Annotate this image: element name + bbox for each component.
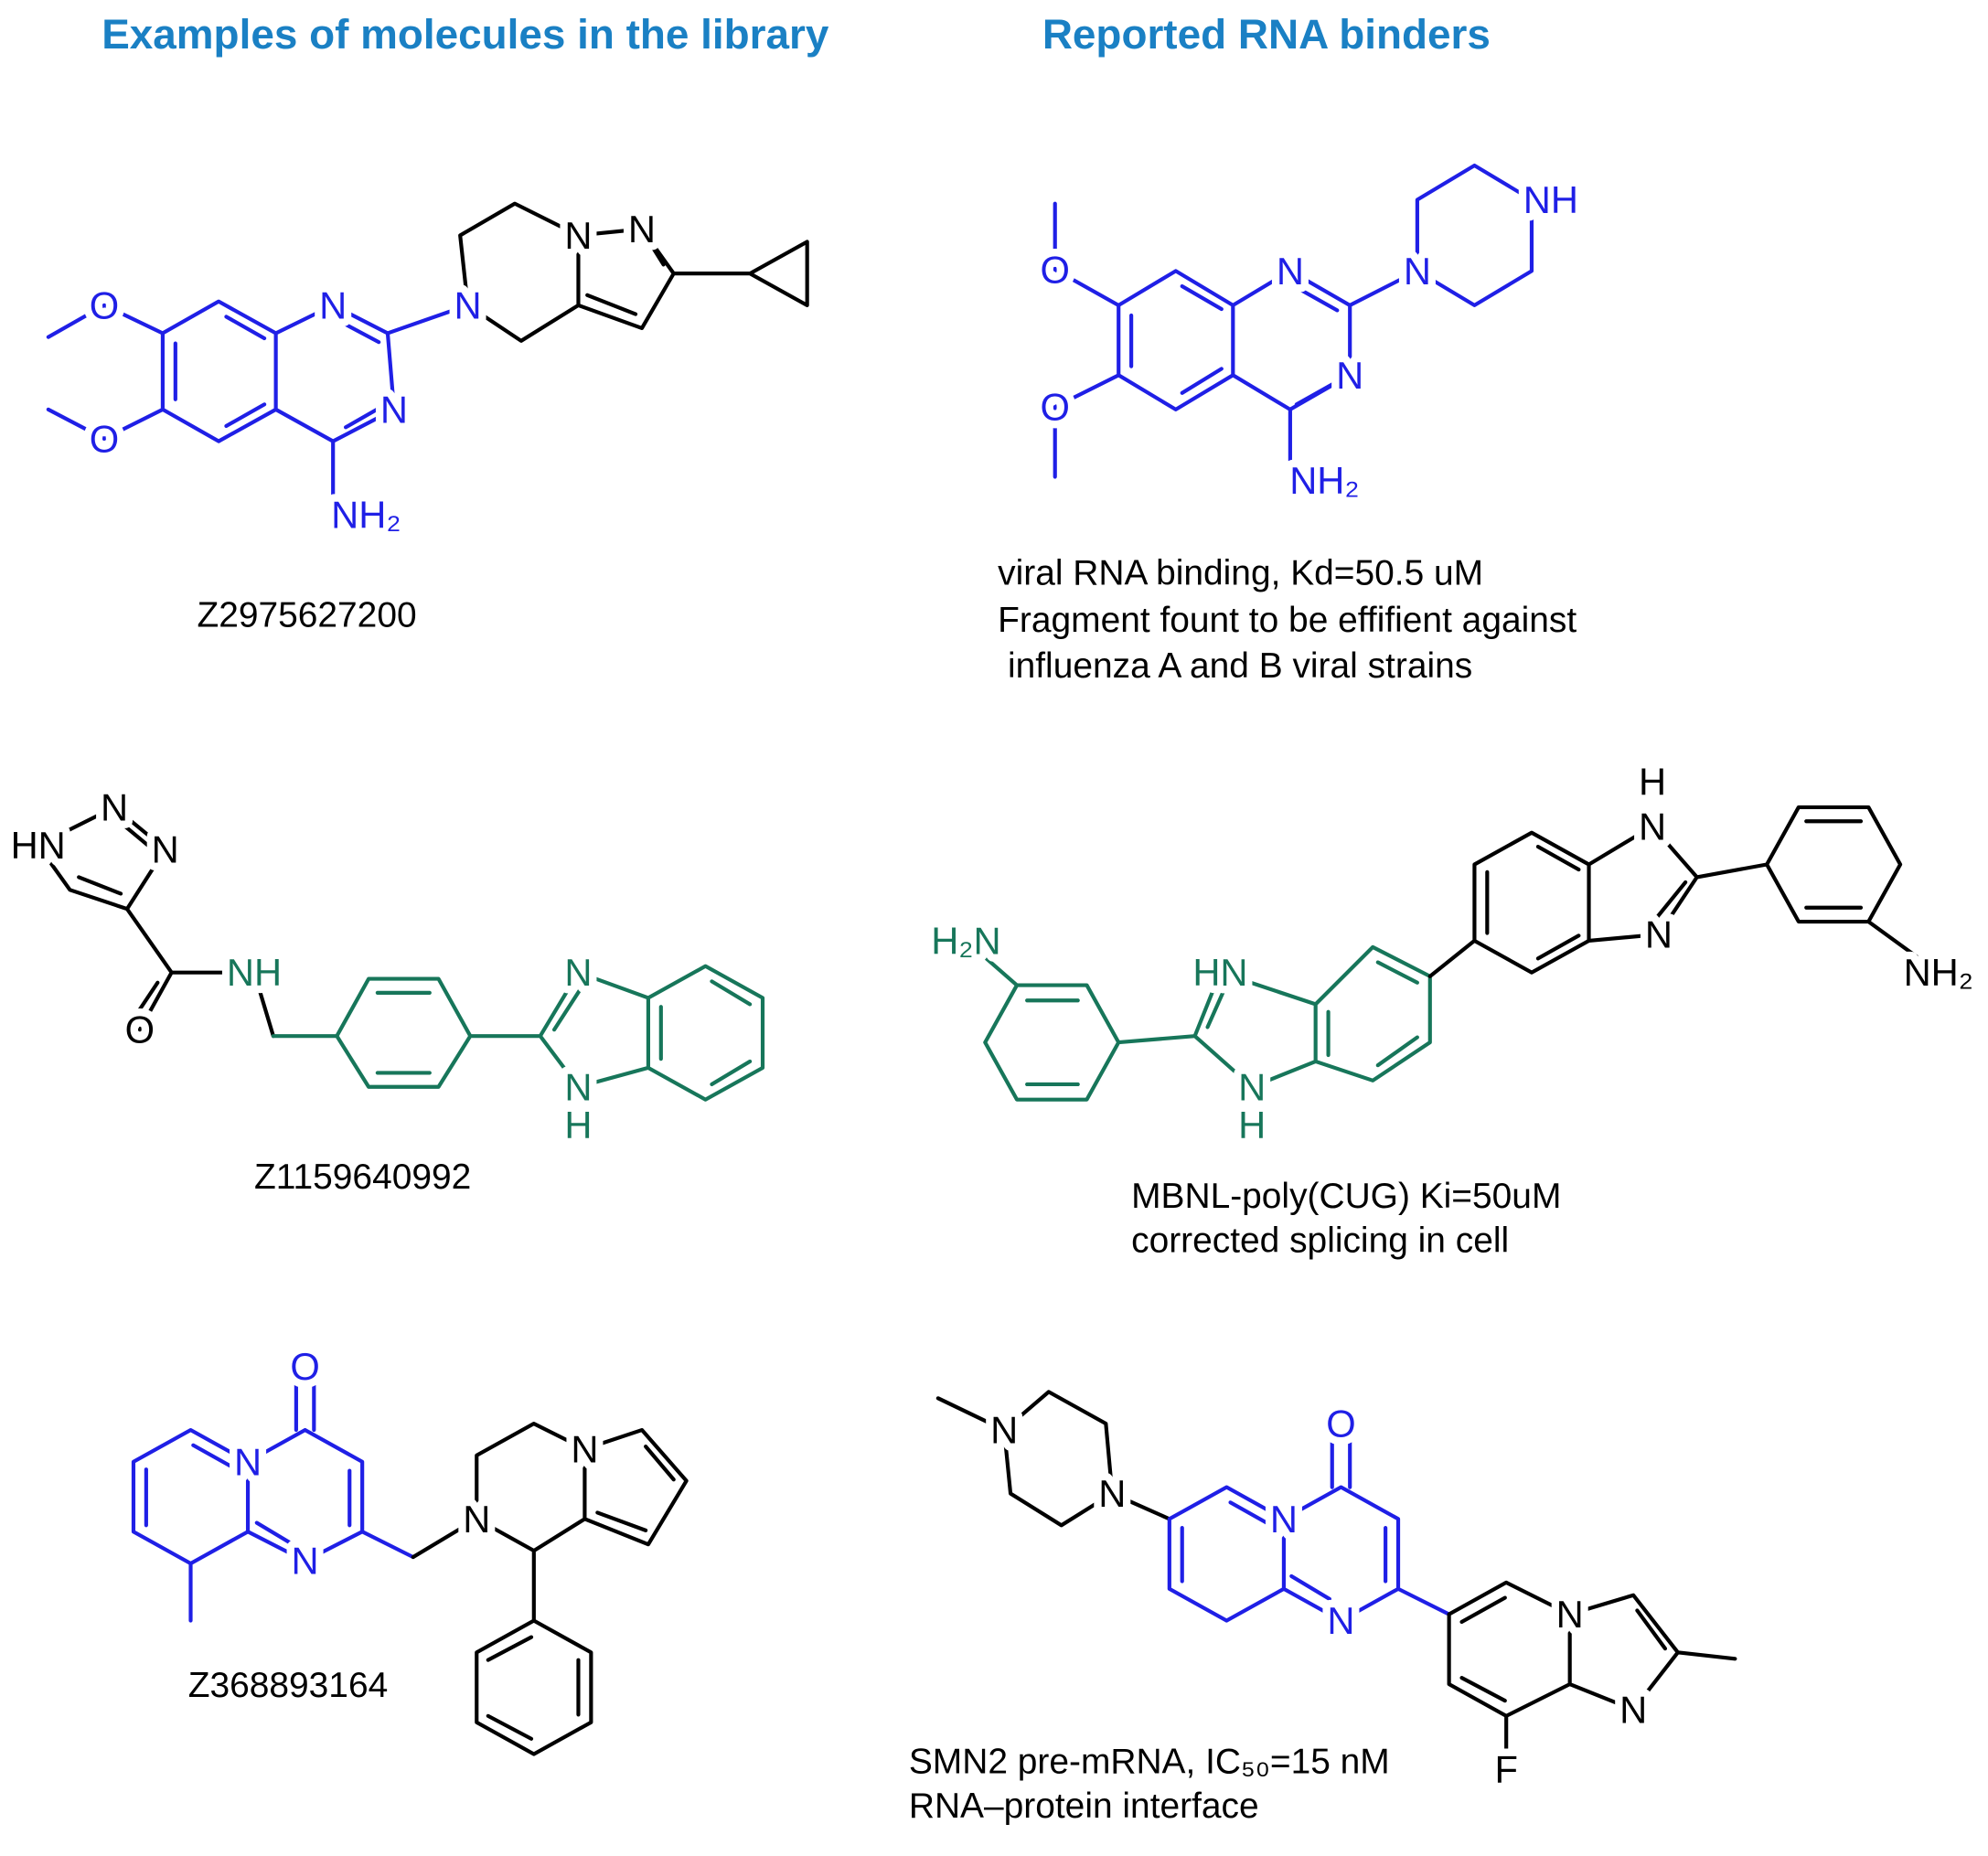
atom-label: F bbox=[1494, 1748, 1517, 1791]
caption: Z368893164 bbox=[188, 1666, 389, 1705]
atom-label: NH₂ bbox=[331, 494, 401, 537]
atom-label: O bbox=[125, 1008, 155, 1051]
molecule: N N N O N N N F SMN2 pre-mRNA, IC₅₀=15 n… bbox=[909, 1390, 1737, 1826]
caption: viral RNA binding, Kd=50.5 uM bbox=[998, 554, 1483, 593]
atom-label: H₂N bbox=[931, 919, 1000, 962]
atom-label: N bbox=[1619, 1688, 1647, 1731]
atom-label: N bbox=[1098, 1472, 1126, 1515]
atom-label: N bbox=[1639, 805, 1666, 848]
caption: RNA–protein interface bbox=[909, 1787, 1259, 1826]
atom-label: N bbox=[564, 951, 592, 994]
atom-label: N bbox=[454, 283, 481, 326]
atom-label: O bbox=[1041, 248, 1070, 291]
atom-label: NH bbox=[227, 951, 282, 994]
molecule: O N N N N Z368893164 bbox=[131, 1338, 689, 1756]
atom-label: N bbox=[101, 785, 128, 828]
caption: Fragment fount to be effifient against bbox=[998, 601, 1577, 640]
caption: influenza A and B viral strains bbox=[998, 646, 1472, 686]
atom-label: N bbox=[1645, 912, 1673, 955]
atom-label: N bbox=[463, 1498, 490, 1541]
molecule: O O N N NH₂ N NH viral RNA binding, Kd=5… bbox=[998, 163, 1586, 686]
atom-label: N bbox=[1327, 1599, 1354, 1642]
molecule: HN N N NH O N N H Z1159640992 bbox=[3, 778, 765, 1197]
caption: SMN2 pre-mRNA, IC₅₀=15 nM bbox=[909, 1742, 1390, 1781]
atom-label: N bbox=[1556, 1593, 1584, 1636]
atom-label: N bbox=[1270, 1498, 1298, 1541]
atom-label: H bbox=[564, 1104, 592, 1147]
atom-label: NH bbox=[1523, 178, 1578, 221]
molecule: O O N N NH₂ N N N Z2975627200 bbox=[46, 200, 809, 635]
atom-label: H bbox=[1238, 1104, 1266, 1147]
atom-label: N bbox=[1336, 354, 1363, 397]
atom-label: HN bbox=[11, 824, 66, 867]
atom-label: O bbox=[90, 283, 119, 326]
caption: MBNL-poly(CUG) Ki=50uM bbox=[1131, 1177, 1561, 1216]
caption: corrected splicing in cell bbox=[1131, 1221, 1509, 1260]
atom-label: N bbox=[292, 1540, 319, 1583]
atom-label: N bbox=[1404, 250, 1431, 293]
atom-label: O bbox=[1326, 1403, 1355, 1445]
atom-label: N bbox=[628, 208, 656, 251]
atom-label: NH₂ bbox=[1904, 951, 1973, 994]
caption: Z2975627200 bbox=[197, 596, 416, 635]
atom-label: O bbox=[90, 417, 119, 460]
atom-label: N bbox=[1238, 1065, 1266, 1108]
atom-label: O bbox=[290, 1345, 319, 1388]
atom-label: N bbox=[990, 1409, 1018, 1452]
atom-label: N bbox=[152, 827, 179, 870]
atom-label: NH₂ bbox=[1289, 459, 1359, 502]
atom-label: N bbox=[564, 1065, 592, 1108]
atom-label: N bbox=[564, 214, 592, 257]
atom-label: N bbox=[1277, 250, 1304, 293]
atom-label: H bbox=[1639, 761, 1666, 804]
atom-label: N bbox=[319, 283, 347, 326]
atom-label: N bbox=[234, 1440, 262, 1483]
caption: Z1159640992 bbox=[254, 1157, 471, 1197]
right-title: Reported RNA binders bbox=[1042, 10, 1491, 58]
atom-label: N bbox=[571, 1427, 598, 1470]
atom-label: O bbox=[1041, 386, 1070, 429]
atom-label: N bbox=[380, 388, 408, 431]
atom-label: HN bbox=[1192, 951, 1247, 994]
left-title: Examples of molecules in the library bbox=[102, 10, 829, 58]
molecule: H₂N HN N H N H N NH₂ MBNL-poly(CUG) Ki=5… bbox=[924, 752, 1981, 1260]
